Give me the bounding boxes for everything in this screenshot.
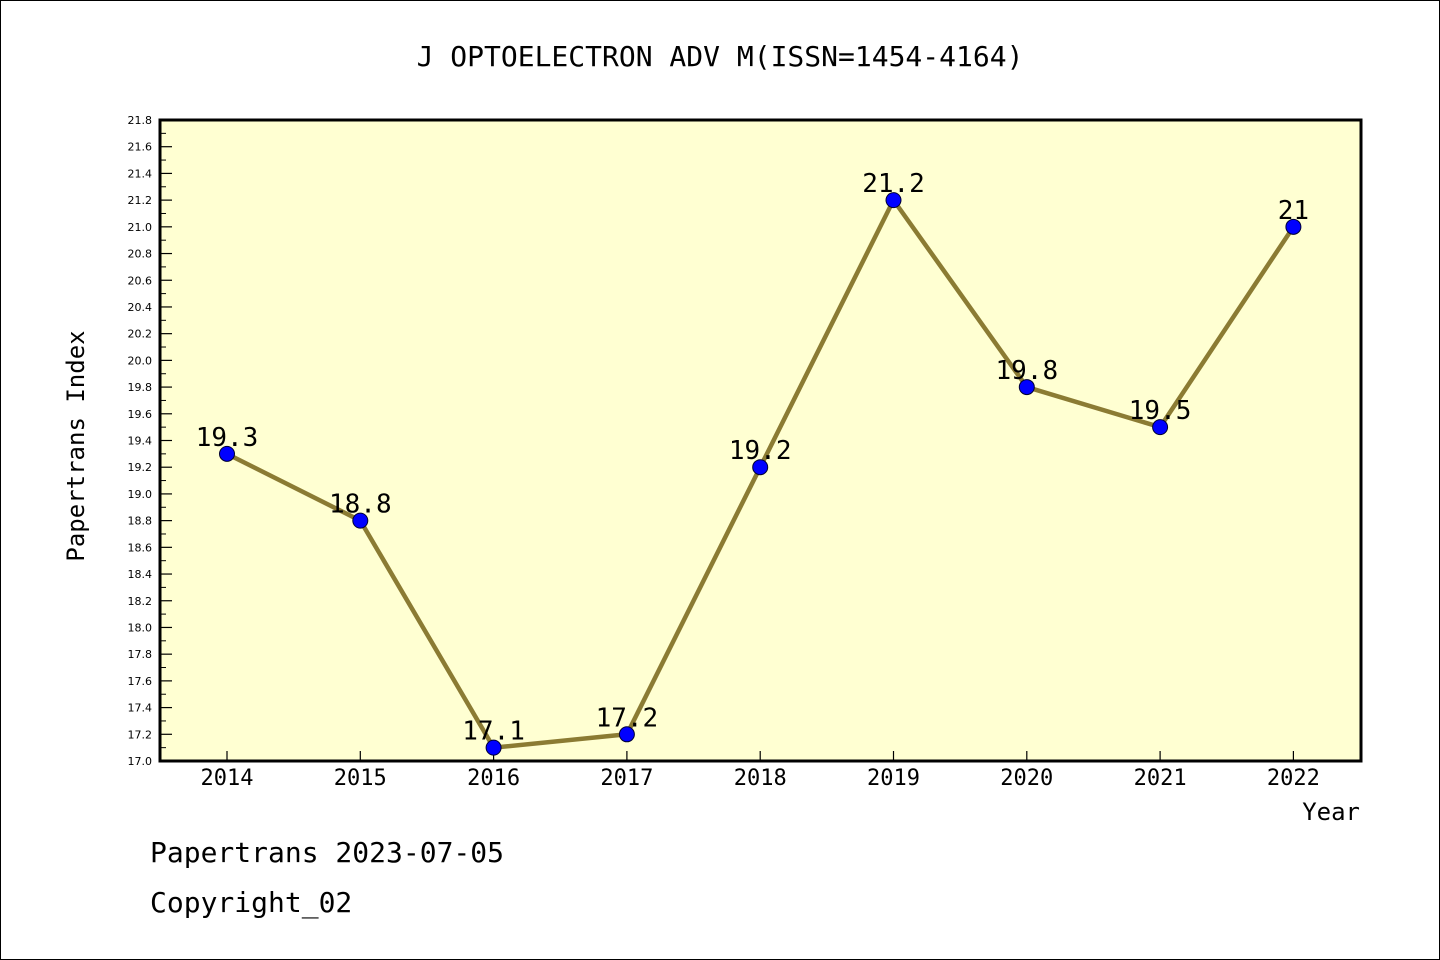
y-tick-label: 19.0 bbox=[128, 488, 153, 501]
data-label: 19.8 bbox=[995, 356, 1058, 386]
footer-copyright: Copyright_02 bbox=[150, 886, 353, 919]
y-axis: 17.0 17.2 17.4 17.6 17.8 18.0 18.2 18.4 18.6 18.8… bbox=[128, 114, 172, 768]
y-tick-label: 20.6 bbox=[128, 274, 153, 287]
data-point bbox=[618, 726, 635, 743]
x-tick-label: 2021 bbox=[1134, 766, 1187, 791]
data-markers bbox=[219, 192, 1302, 756]
y-tick-label: 18.6 bbox=[128, 541, 153, 554]
y-tick-label: 20.8 bbox=[128, 248, 153, 261]
x-tick-label: 2016 bbox=[467, 766, 520, 791]
x-tick-label: 2019 bbox=[867, 766, 920, 791]
y-tick-label: 20.4 bbox=[128, 301, 153, 314]
x-axis-label: Year bbox=[1302, 798, 1360, 826]
y-tick-label: 21.0 bbox=[128, 221, 153, 234]
data-label: 17.1 bbox=[462, 717, 525, 747]
data-label: 18.8 bbox=[329, 490, 392, 520]
chart-title: J OPTOELECTRON ADV M(ISSN=1454-4164) bbox=[417, 40, 1024, 73]
y-tick-label: 21.6 bbox=[128, 141, 153, 154]
data-label: 19.3 bbox=[196, 423, 259, 453]
y-tick-label: 19.4 bbox=[128, 435, 153, 448]
data-label: 21.2 bbox=[862, 169, 925, 199]
plot-area bbox=[158, 118, 1363, 763]
y-tick-label: 17.8 bbox=[128, 648, 153, 661]
y-axis-label: Papertrans Index bbox=[62, 330, 90, 561]
data-point bbox=[352, 512, 369, 529]
x-tick-label: 2014 bbox=[201, 766, 254, 791]
data-point bbox=[885, 192, 902, 209]
y-tick-label: 18.8 bbox=[128, 515, 153, 528]
data-point bbox=[219, 445, 235, 462]
y-tick-label: 17.4 bbox=[128, 702, 153, 715]
y-tick-label: 17.0 bbox=[128, 755, 153, 768]
data-point bbox=[1018, 379, 1035, 396]
y-tick-label: 20.2 bbox=[128, 328, 153, 341]
x-tick-label: 2022 bbox=[1267, 766, 1320, 791]
y-tick-label: 21.2 bbox=[128, 194, 153, 207]
data-point bbox=[485, 739, 502, 756]
y-tick-label: 19.2 bbox=[128, 461, 153, 474]
data-label: 19.2 bbox=[729, 436, 792, 466]
data-point bbox=[1285, 218, 1302, 235]
data-label: 17.2 bbox=[596, 703, 659, 733]
x-tick-label: 2018 bbox=[734, 766, 787, 791]
y-tick-label: 17.2 bbox=[128, 728, 153, 741]
x-axis: 2014 2015 2016 2017 2018 2019 2020 2021 2022 bbox=[201, 751, 1320, 791]
data-point bbox=[752, 459, 769, 476]
footer-date: Papertrans 2023-07-05 bbox=[150, 836, 505, 869]
x-tick-label: 2017 bbox=[600, 766, 653, 791]
y-tick-label: 17.6 bbox=[128, 675, 153, 688]
x-tick-label: 2015 bbox=[334, 766, 387, 791]
y-tick-label: 21.4 bbox=[128, 167, 153, 180]
x-tick-label: 2020 bbox=[1000, 766, 1053, 791]
data-labels: 19.3 18.8 17.1 17.2 19.2 21.2 19.8 19.5 21 bbox=[196, 169, 1309, 747]
y-tick-label: 18.2 bbox=[128, 595, 153, 608]
y-tick-label: 18.4 bbox=[128, 568, 153, 581]
y-tick-label: 18.0 bbox=[128, 621, 153, 634]
y-tick-label: 20.0 bbox=[128, 354, 153, 367]
data-label: 19.5 bbox=[1129, 396, 1192, 426]
y-tick-label: 21.8 bbox=[128, 114, 153, 127]
data-label: 21 bbox=[1278, 196, 1309, 226]
data-point bbox=[1152, 419, 1169, 436]
y-tick-label: 19.8 bbox=[128, 381, 153, 394]
y-tick-label: 19.6 bbox=[128, 408, 153, 421]
